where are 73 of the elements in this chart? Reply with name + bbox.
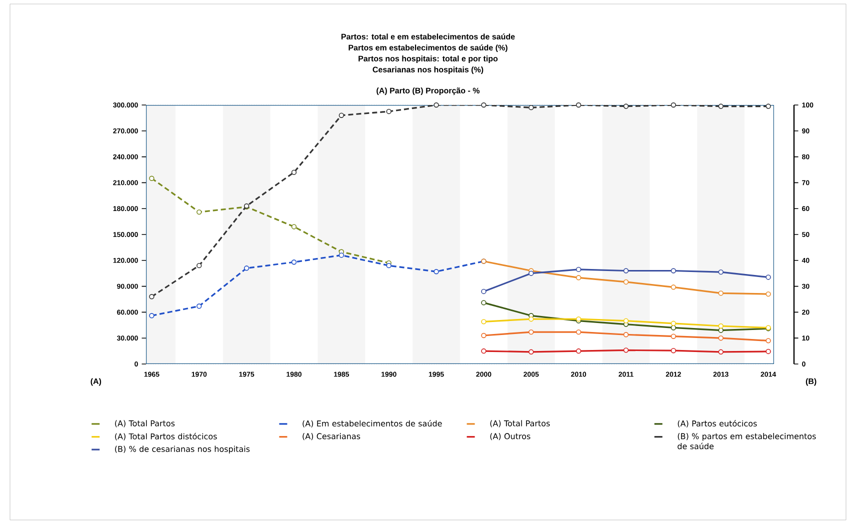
point — [291, 224, 297, 230]
point — [576, 329, 582, 335]
point — [766, 348, 771, 354]
point — [623, 268, 629, 274]
legend-label: (A) Total Partos — [115, 420, 175, 428]
point — [718, 104, 724, 109]
point — [670, 325, 676, 330]
point — [338, 252, 344, 258]
chart-title: Partos: total e em estabelecimentos de saúde — [341, 34, 515, 40]
y-axis-title: (A) — [90, 378, 102, 386]
point — [623, 318, 629, 324]
point — [481, 348, 486, 354]
legend-label: (A) Cesarianas — [302, 433, 360, 440]
point — [623, 348, 629, 353]
point — [434, 102, 439, 108]
point — [434, 269, 439, 274]
point — [386, 108, 392, 114]
point — [766, 291, 771, 297]
legend-label: (A) Outros — [490, 433, 530, 440]
y2-axis-title: (B) — [806, 378, 816, 386]
point — [718, 349, 724, 355]
point — [528, 316, 534, 322]
legend-label: (A) Total Partos — [490, 420, 550, 428]
point — [670, 334, 676, 339]
point — [623, 332, 629, 338]
point — [670, 348, 676, 354]
text: Cesarianas nos hospitais (%) — [372, 66, 484, 74]
point — [623, 279, 629, 285]
point — [149, 313, 154, 318]
point — [670, 320, 676, 326]
point — [576, 275, 582, 280]
point — [149, 294, 154, 300]
point — [576, 266, 582, 272]
point — [766, 338, 771, 344]
point — [528, 104, 534, 110]
point — [481, 288, 486, 294]
text: Partos nos hospitais: total e por tipo — [358, 56, 498, 63]
legend-label: (A) Em estabelecimentos de saúde — [302, 420, 442, 428]
point — [718, 335, 724, 341]
legend-label: (B) % partos em estabelecimentos de saúde — [678, 433, 816, 450]
point — [718, 269, 724, 275]
point — [576, 102, 582, 108]
text: Partos em estabelecimentos de saúde (%) — [348, 44, 508, 52]
point — [338, 112, 344, 118]
point — [766, 104, 771, 109]
point — [528, 329, 534, 335]
point — [670, 102, 676, 108]
point — [291, 260, 297, 265]
point — [718, 290, 724, 296]
legend-label: (A) Total Partos distócicos — [115, 432, 217, 440]
point — [718, 328, 724, 333]
point — [481, 319, 486, 324]
point — [481, 300, 486, 306]
point — [670, 268, 676, 274]
point — [481, 102, 486, 108]
point — [576, 348, 582, 354]
point — [149, 176, 154, 181]
point — [766, 274, 771, 280]
point — [718, 323, 724, 329]
point — [670, 284, 676, 290]
chart-subtitle: (A) Parto (B) Proporção - % — [376, 88, 480, 95]
point — [528, 270, 534, 276]
point — [244, 266, 250, 271]
legend-label: (A) Partos eutócicos — [678, 420, 757, 428]
point — [481, 332, 486, 338]
point — [386, 262, 392, 268]
point — [623, 104, 629, 109]
point — [291, 170, 297, 175]
point — [196, 209, 202, 215]
point — [528, 349, 534, 355]
legend-label: (B) % de cesarianas nos hospitais — [115, 446, 250, 454]
point — [196, 262, 202, 268]
point — [196, 304, 202, 309]
